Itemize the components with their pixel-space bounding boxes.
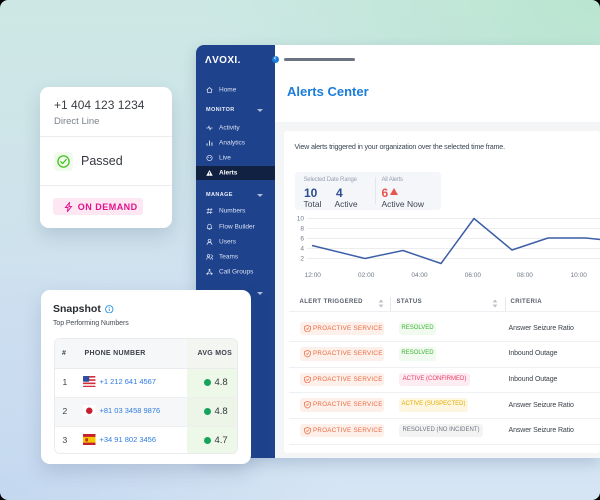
svg-text:02:00: 02:00	[358, 272, 375, 279]
svg-text:08:00: 08:00	[516, 272, 533, 279]
svg-text:04:00: 04:00	[411, 272, 428, 279]
svg-text:2: 2	[300, 256, 304, 263]
svg-text:6: 6	[300, 236, 304, 243]
svg-text:8: 8	[300, 226, 304, 233]
svg-text:06:00: 06:00	[464, 272, 481, 279]
svg-text:12:00: 12:00	[304, 272, 321, 279]
svg-text:10: 10	[296, 216, 304, 223]
svg-text:10:00: 10:00	[570, 272, 587, 279]
svg-text:4: 4	[300, 246, 304, 253]
